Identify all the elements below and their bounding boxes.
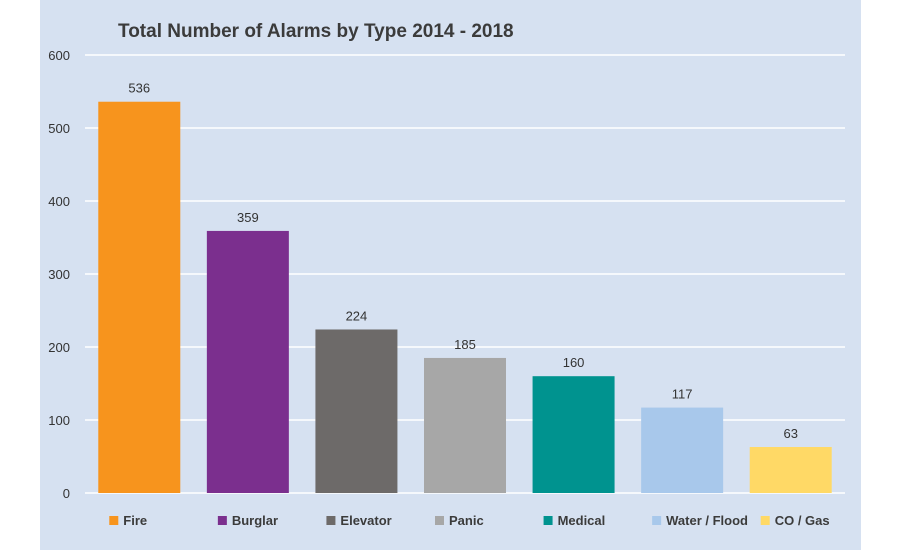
y-tick-label: 600 <box>48 48 70 63</box>
data-label: 63 <box>783 426 797 441</box>
bar-co-gas <box>749 447 832 493</box>
legend-swatch <box>760 516 770 525</box>
legend-label: Elevator <box>340 513 391 528</box>
bar-burglar <box>206 230 289 493</box>
legend-label: Fire <box>123 513 147 528</box>
data-label: 117 <box>672 387 693 402</box>
bar-fire <box>98 101 181 493</box>
legend-swatch <box>109 516 119 525</box>
legend-swatch <box>652 516 662 525</box>
bar-panic <box>424 357 506 493</box>
y-tick-label: 0 <box>63 486 70 501</box>
bar-elevator <box>315 329 398 493</box>
data-label: 160 <box>563 355 585 370</box>
y-tick-label: 400 <box>48 194 70 209</box>
y-tick-label: 100 <box>48 413 70 428</box>
y-tick-label: 300 <box>48 267 70 282</box>
y-tick-label: 500 <box>48 121 70 136</box>
legend-swatch <box>326 516 336 525</box>
y-tick-label: 200 <box>48 340 70 355</box>
legend-label: Water / Flood <box>666 513 748 528</box>
legend-label: Medical <box>558 513 606 528</box>
bar-medical <box>532 376 615 493</box>
data-label: 185 <box>454 337 476 352</box>
bar-water-flood <box>641 407 724 493</box>
legend-swatch <box>435 516 444 525</box>
legend-swatch <box>217 516 227 525</box>
data-label: 359 <box>237 210 259 225</box>
data-label: 536 <box>128 81 150 96</box>
legend-label: CO / Gas <box>775 513 830 528</box>
legend-swatch <box>543 516 553 525</box>
data-label: 224 <box>346 308 368 323</box>
legend-label: Burglar <box>232 513 278 528</box>
chart-title: Total Number of Alarms by Type 2014 - 20… <box>118 21 514 42</box>
legend-label: Panic <box>449 513 484 528</box>
